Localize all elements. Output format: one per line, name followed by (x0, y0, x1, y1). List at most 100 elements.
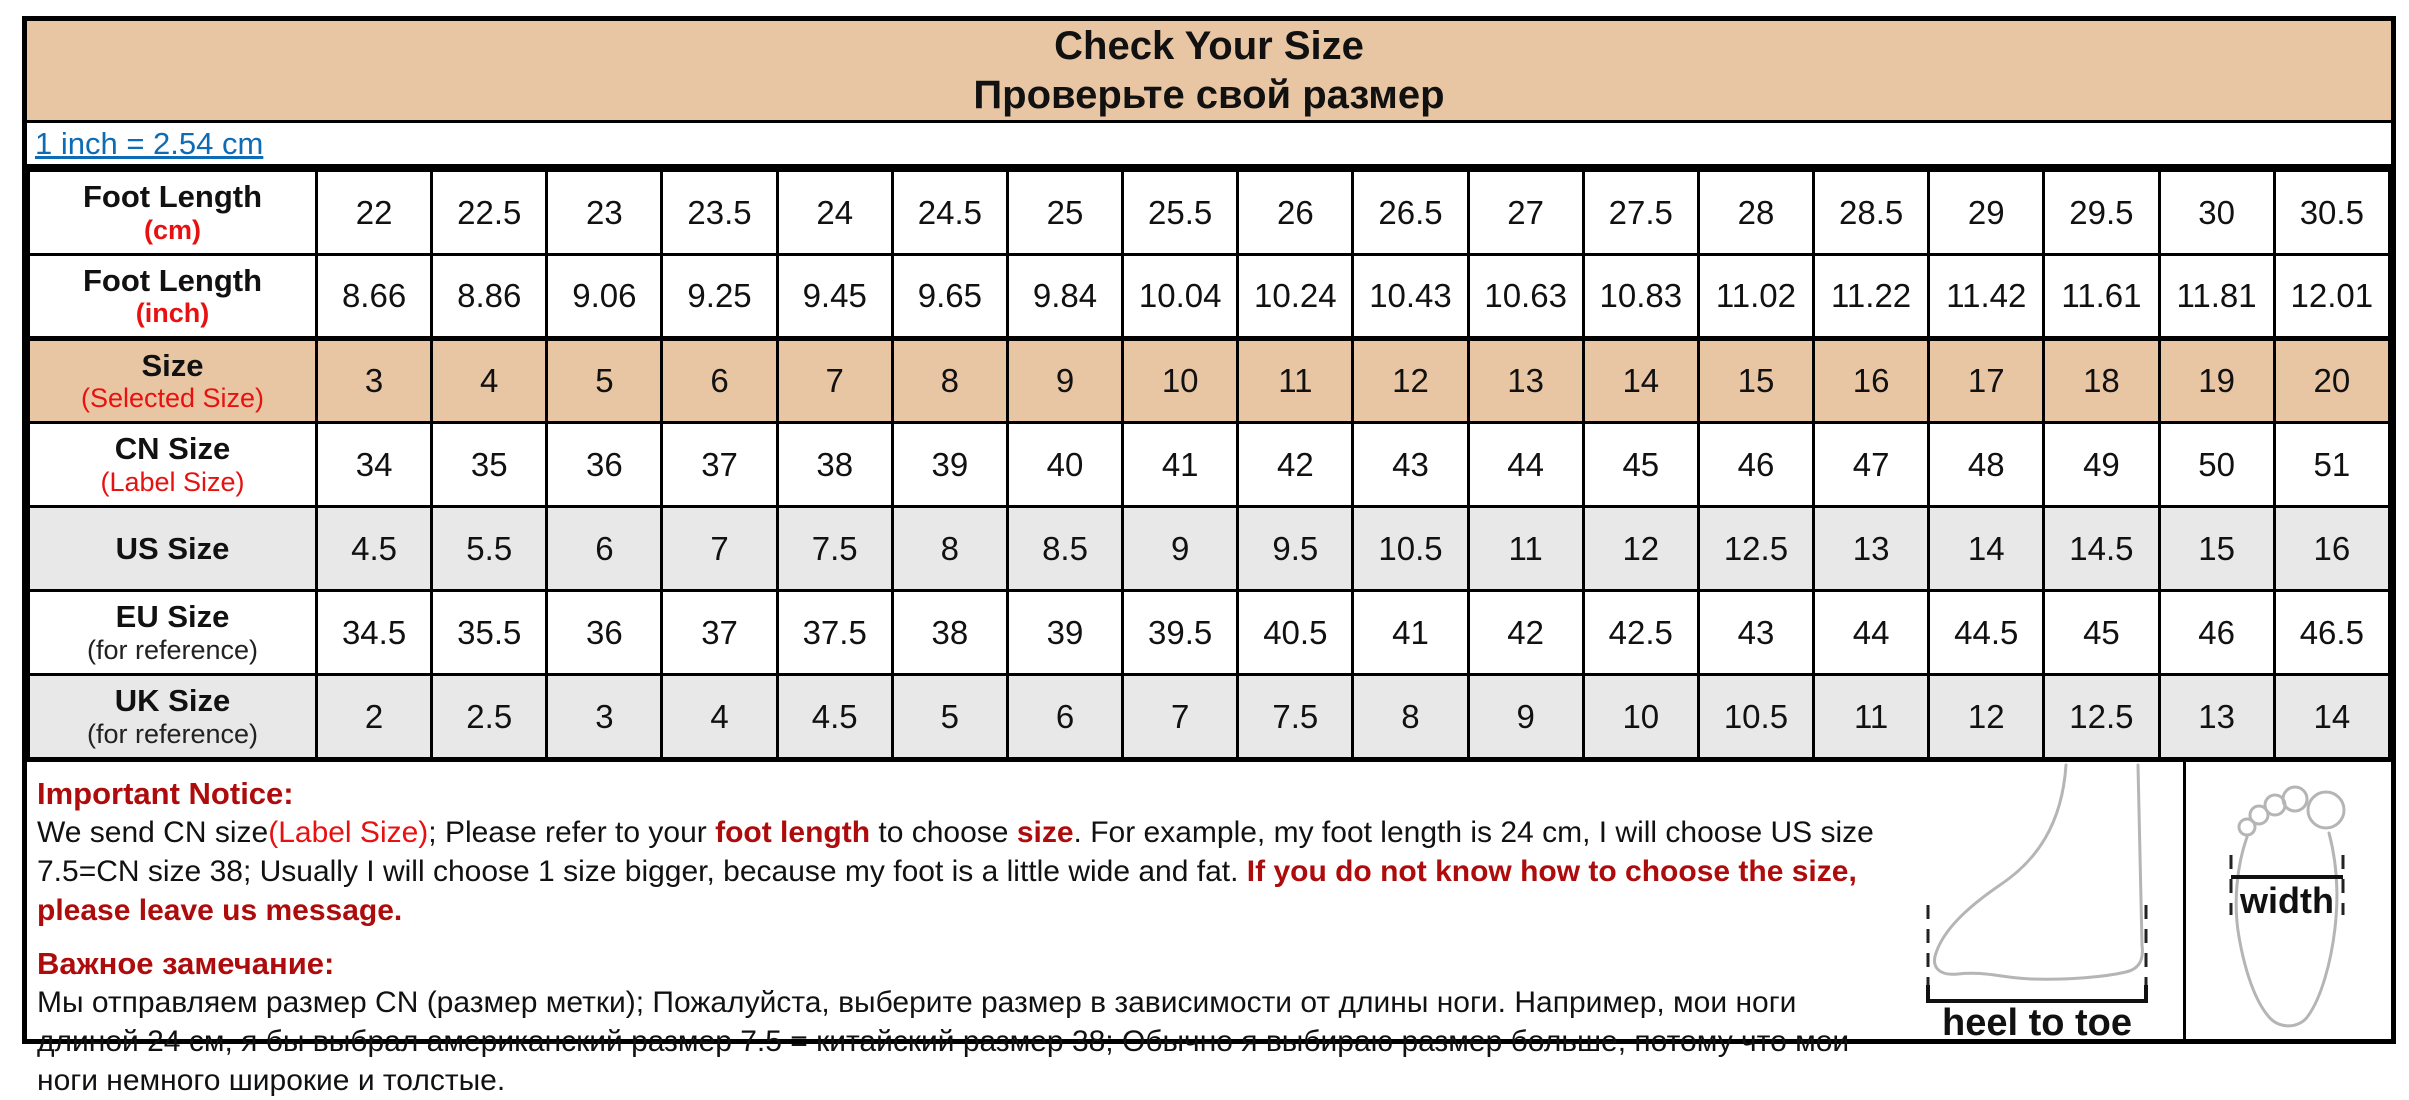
width-diagram: width (2183, 762, 2391, 1039)
size-cell: 10.43 (1351, 253, 1470, 340)
size-cell: 40.5 (1236, 589, 1355, 676)
size-cell: 11.42 (1927, 253, 2046, 340)
size-cell: 12.01 (2272, 253, 2392, 340)
size-cell: 2.5 (430, 673, 549, 760)
size-cell: 42 (1236, 421, 1355, 508)
chart-frame: Check Your Size Проверьте свой размер 1 … (22, 16, 2396, 1097)
size-cell: 25 (1005, 169, 1125, 256)
size-cell: 11.02 (1696, 253, 1816, 340)
size-cell: 3 (314, 336, 434, 424)
size-cell: 9.06 (545, 253, 664, 340)
size-cell: 12 (1351, 336, 1470, 424)
size-cell: 17 (1927, 336, 2046, 424)
size-cell: 9.65 (890, 253, 1009, 340)
page-title-ru: Проверьте свой размер (973, 72, 1445, 117)
size-cell: 15 (2157, 505, 2276, 592)
size-cell: 42 (1466, 589, 1585, 676)
size-cell: 12 (1581, 505, 1700, 592)
size-cell: 9.45 (775, 253, 894, 340)
size-cell: 16 (2272, 505, 2392, 592)
size-cell: 38 (890, 589, 1009, 676)
notice-segment: ; Please refer to your (428, 816, 716, 849)
size-cell: 5.5 (430, 505, 549, 592)
size-cell: 49 (2042, 421, 2161, 508)
row-label: CN Size (Label Size) (27, 421, 318, 508)
size-cell: 46 (2157, 589, 2276, 676)
size-cell: 11.61 (2042, 253, 2161, 340)
size-cell: 8 (1351, 673, 1470, 760)
size-cell: 16 (1812, 336, 1931, 424)
notice-segment: If you do not know how to choose the siz… (37, 855, 1857, 927)
size-cell: 14.5 (2042, 505, 2161, 592)
size-cell: 9.5 (1236, 505, 1355, 592)
heel-to-toe-label: heel to toe (1942, 1002, 2132, 1039)
size-cell: 10.83 (1581, 253, 1700, 340)
size-cell: 15 (1696, 336, 1816, 424)
size-cell: 9 (1121, 505, 1240, 592)
size-cell: 28 (1696, 169, 1816, 256)
width-label: width (2239, 880, 2334, 921)
size-cell: 8 (890, 505, 1009, 592)
size-cell: 34 (314, 421, 434, 508)
notice-heading-en: Important Notice: (37, 776, 294, 811)
size-cell: 36 (545, 421, 664, 508)
page-title-en: Check Your Size (1054, 23, 1364, 68)
size-cell: 30 (2157, 169, 2276, 256)
size-cell: 8.66 (314, 253, 434, 340)
size-cell: 9 (1466, 673, 1585, 760)
notice-heading-ru: Важное замечание: (37, 946, 335, 981)
size-cell: 8.86 (430, 253, 549, 340)
size-cell: 13 (2157, 673, 2276, 760)
row-label: UK Size (for reference) (27, 673, 318, 760)
size-cell: 41 (1351, 589, 1470, 676)
size-cell: 39 (1005, 589, 1125, 676)
size-cell: 3 (545, 673, 664, 760)
size-cell: 6 (1005, 673, 1125, 760)
size-cell: 46.5 (2272, 589, 2392, 676)
size-cell: 29.5 (2042, 169, 2161, 256)
notice-en-body: We send CN size(Label Size); Please refe… (37, 813, 1889, 930)
size-cell: 22 (314, 169, 434, 256)
title-band: Check Your Size Проверьте свой размер (27, 21, 2391, 123)
size-cell: 4.5 (775, 673, 894, 760)
notice-segment: size (1016, 816, 1074, 849)
size-cell: 10 (1581, 673, 1700, 760)
size-cell: 7.5 (775, 505, 894, 592)
table-row: Foot Length (cm) 22 22.5 23 23.5 24 24.5 25 25.5 2… (27, 169, 2392, 256)
size-cell: 36 (545, 589, 664, 676)
size-cell: 10.24 (1236, 253, 1355, 340)
size-cell: 12.5 (1696, 505, 1816, 592)
size-cell: 44.5 (1927, 589, 2046, 676)
size-cell: 6 (545, 505, 664, 592)
size-cell: 7 (775, 336, 894, 424)
size-cell: 37 (660, 589, 779, 676)
notice-segment: . For example, my foot length is 24 cm, … (37, 816, 1874, 888)
size-cell: 39 (890, 421, 1009, 508)
row-label: EU Size (for reference) (27, 589, 318, 676)
size-cell: 10.5 (1351, 505, 1470, 592)
table-row: Size (Selected Size) 3 4 5 6 7 8 9 10 11 12 13 14 15 16… (27, 336, 2392, 424)
size-cell: 7 (660, 505, 779, 592)
size-cell: 13 (1466, 336, 1585, 424)
size-cell: 25.5 (1121, 169, 1240, 256)
side-foot-icon: heel to toe (1926, 763, 2148, 1039)
size-cell: 4 (660, 673, 779, 760)
size-cell: 14 (1927, 505, 2046, 592)
size-cell: 37 (660, 421, 779, 508)
size-cell: 47 (1812, 421, 1931, 508)
size-cell: 10.04 (1121, 253, 1240, 340)
size-table: Foot Length (cm) 22 22.5 23 23.5 24 24.5 25 25.5 2… (27, 169, 2392, 760)
size-cell: 48 (1927, 421, 2046, 508)
size-cell: 37.5 (775, 589, 894, 676)
size-cell: 19 (2157, 336, 2276, 424)
row-label: Size (Selected Size) (27, 336, 318, 424)
size-cell: 42.5 (1581, 589, 1700, 676)
size-cell: 50 (2157, 421, 2276, 508)
size-cell: 18 (2042, 336, 2161, 424)
size-cell: 11 (1466, 505, 1585, 592)
size-cell: 6 (660, 336, 779, 424)
size-cell: 11 (1236, 336, 1355, 424)
conversion-link[interactable]: 1 inch = 2.54 cm (35, 125, 264, 161)
size-cell: 9.25 (660, 253, 779, 340)
size-cell: 22.5 (430, 169, 549, 256)
